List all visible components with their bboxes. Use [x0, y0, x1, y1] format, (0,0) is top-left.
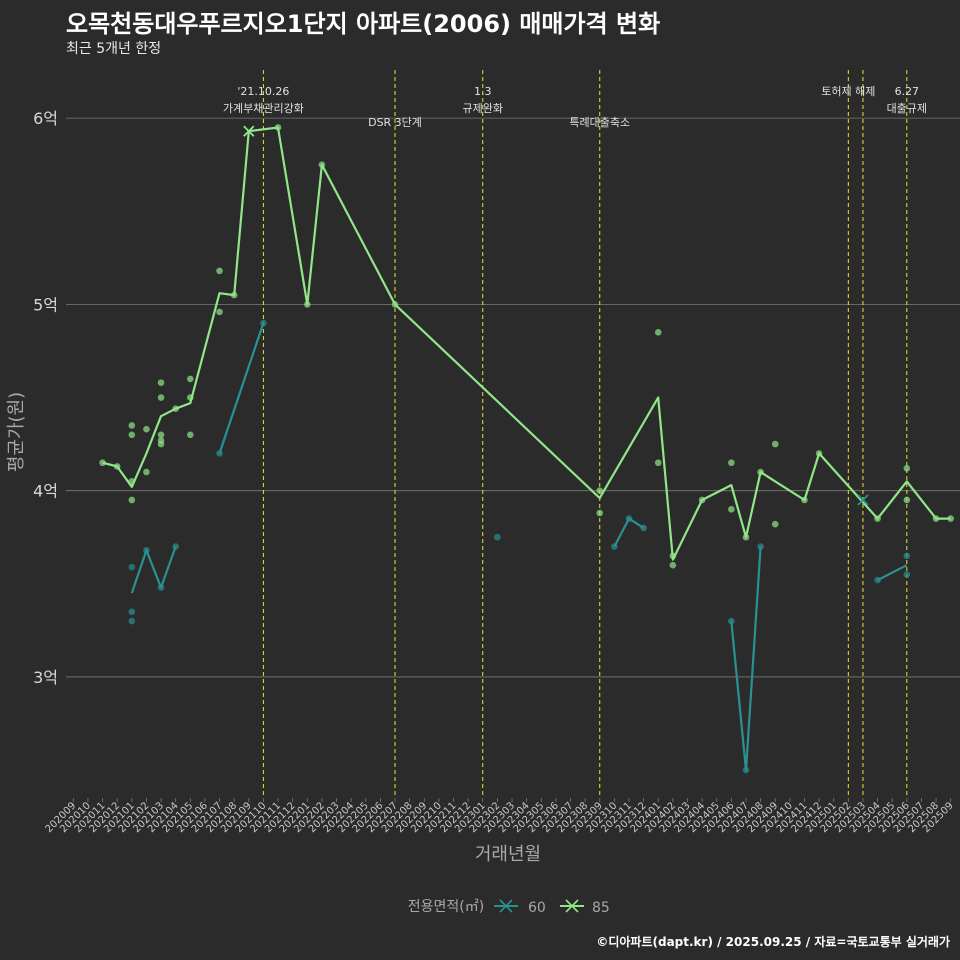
cross-marker-60: [857, 494, 869, 506]
series-line-60: [613, 517, 645, 548]
data-point-85: [216, 267, 223, 275]
data-point-60: [903, 571, 911, 578]
data-point-60: [128, 608, 136, 616]
data-point-85: [698, 496, 706, 504]
data-point-60: [172, 543, 179, 550]
data-point-85: [728, 459, 735, 467]
data-point-60: [640, 524, 647, 532]
series-line-60: [130, 546, 177, 594]
data-point-85: [669, 561, 677, 569]
data-point-60: [260, 319, 267, 327]
chart-title: 오목천동대우푸르지오1단지 아파트(2006) 매매가격 변화: [66, 10, 661, 38]
data-point-85: [128, 496, 136, 504]
data-point-85: [157, 394, 165, 401]
data-point-60: [625, 515, 633, 522]
data-point-85: [903, 496, 911, 504]
data-point-60: [742, 766, 750, 774]
data-point-85: [143, 468, 150, 476]
data-point-85: [113, 463, 121, 470]
data-point-85: [654, 329, 662, 336]
data-point-85: [391, 301, 399, 308]
data-point-85: [318, 161, 326, 169]
data-point-85: [932, 515, 940, 522]
data-point-60: [611, 543, 618, 550]
data-point-60: [216, 450, 223, 457]
data-point-85: [128, 478, 136, 485]
data-point-85: [186, 431, 194, 439]
data-point-85: [172, 405, 179, 413]
legend-label-60: 60: [528, 900, 546, 916]
series-line-60: [877, 564, 908, 582]
event-label: 6.27: [895, 85, 920, 98]
data-point-85: [815, 450, 823, 457]
data-point-85: [128, 422, 136, 429]
data-point-85: [216, 308, 223, 316]
cross-marker-85: [243, 125, 255, 137]
data-point-60: [874, 576, 881, 584]
data-point-85: [128, 431, 136, 439]
data-point-85: [157, 379, 165, 386]
data-point-85: [157, 431, 165, 439]
data-point-85: [230, 291, 238, 299]
data-point-60: [728, 617, 735, 625]
data-point-85: [801, 496, 808, 504]
data-point-60: [757, 543, 764, 550]
event-label: DSR 3단계: [368, 116, 422, 129]
data-point-60: [128, 617, 136, 625]
event-label: 토허제 해제: [821, 84, 875, 98]
chart-subtitle: 최근 5개년 한정: [66, 41, 162, 57]
data-point-85: [771, 440, 779, 448]
legend-label-85: 85: [592, 900, 610, 916]
data-point-85: [303, 301, 311, 308]
data-point-85: [143, 425, 150, 433]
data-point-85: [742, 533, 750, 541]
data-point-85: [669, 552, 677, 560]
y-tick-label: 3억: [33, 668, 58, 687]
event-label: 규제완화: [463, 102, 503, 115]
data-point-85: [771, 520, 779, 528]
legend-marker-85: [565, 899, 579, 913]
series-line-85: [102, 126, 951, 561]
y-tick-label: 4억: [33, 482, 58, 501]
data-point-85: [903, 465, 911, 472]
data-point-85: [157, 440, 165, 448]
event-label: 특례대출축소: [569, 116, 630, 129]
y-axis-label: 평균가(원): [6, 392, 27, 472]
data-point-60: [128, 563, 136, 571]
series-line-60: [730, 546, 762, 772]
event-label: 가계부채관리강화: [223, 102, 304, 115]
data-point-85: [874, 515, 881, 522]
data-point-60: [157, 584, 165, 591]
legend-marker-60: [499, 899, 513, 913]
data-point-85: [947, 515, 954, 522]
y-tick-label: 5억: [33, 295, 58, 314]
event-label: '21.10.26: [237, 85, 289, 98]
event-label: 1.3: [474, 85, 492, 98]
data-point-85: [186, 375, 194, 383]
data-point-60: [143, 546, 150, 554]
data-point-85: [596, 509, 604, 517]
event-label: 대출규제: [887, 102, 927, 115]
data-point-85: [654, 459, 662, 467]
data-point-85: [186, 394, 194, 401]
source-caption: ©디아파트(dapt.kr) / 2025.09.25 / 자료=국토교통부 실…: [596, 935, 950, 949]
data-point-60: [494, 533, 501, 541]
data-point-85: [596, 487, 604, 494]
data-point-60: [903, 552, 911, 560]
x-axis-label: 거래년월: [475, 844, 541, 865]
data-point-85: [274, 124, 282, 131]
series-line-60: [218, 322, 265, 454]
data-point-85: [757, 468, 764, 476]
legend: 전용면적(㎡) 60 85: [408, 899, 610, 916]
data-point-85: [728, 505, 735, 513]
legend-title: 전용면적(㎡): [408, 899, 484, 915]
data-point-85: [99, 459, 106, 467]
y-tick-label: 6억: [33, 109, 58, 128]
